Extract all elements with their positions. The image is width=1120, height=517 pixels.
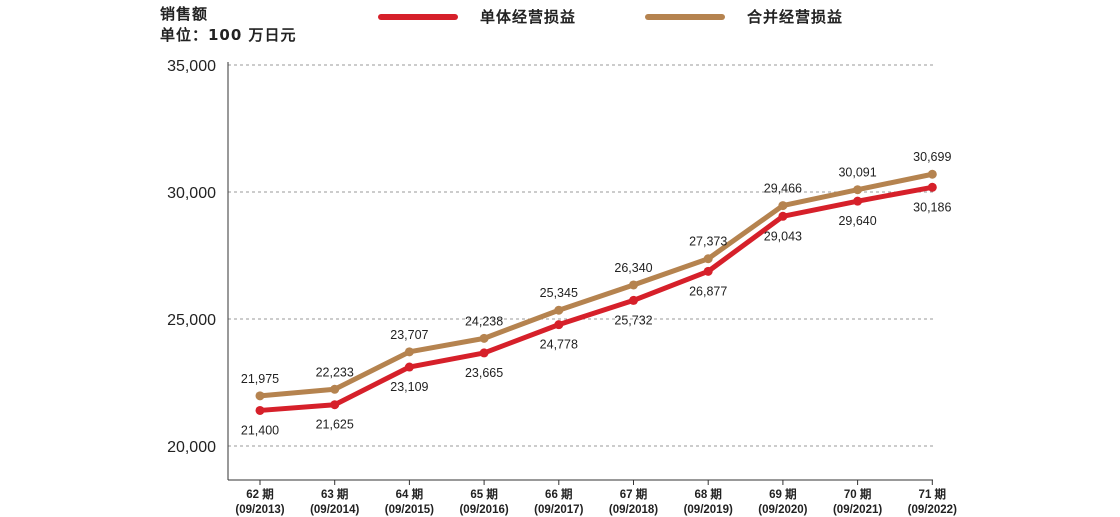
data-label-consolidated: 26,340 [614, 261, 652, 275]
data-label-standalone: 23,109 [390, 380, 428, 394]
data-label-standalone: 29,043 [764, 229, 802, 243]
data-point-standalone [404, 362, 414, 372]
series-line-standalone [257, 184, 935, 413]
data-point-consolidated [330, 384, 340, 394]
data-point-consolidated [853, 185, 863, 195]
data-label-consolidated: 22,233 [316, 365, 354, 379]
y-axis-unit: 单位：100 万日元 [160, 26, 297, 44]
data-point-consolidated [554, 305, 564, 315]
x-tick-label-period: 70 期 [844, 487, 872, 501]
x-tick-label-date: (09/2020) [758, 504, 807, 516]
x-tick-label-period: 65 期 [470, 487, 498, 501]
x-tick-label-period: 62 期 [246, 487, 274, 501]
data-point-standalone [330, 400, 340, 410]
data-point-standalone [927, 182, 937, 192]
data-label-consolidated: 21,975 [241, 372, 279, 386]
data-label-standalone: 29,640 [838, 214, 876, 228]
data-label-standalone: 21,400 [241, 423, 279, 437]
x-tick-label-date: (09/2014) [310, 504, 359, 516]
data-point-standalone [629, 295, 638, 305]
series-line-consolidated [257, 171, 935, 399]
data-point-consolidated [479, 333, 489, 343]
data-label-consolidated: 30,091 [838, 166, 876, 180]
y-tick-label: 35,000 [167, 58, 216, 75]
data-point-consolidated [703, 254, 713, 264]
y-tick-label: 25,000 [167, 312, 216, 329]
data-label-consolidated: 23,707 [390, 328, 428, 342]
data-point-consolidated [255, 391, 265, 401]
y-tick-label: 30,000 [167, 185, 216, 202]
data-point-standalone [778, 211, 788, 221]
legend-swatch-standalone [378, 13, 458, 20]
y-axis-title: 销售额 [160, 5, 209, 23]
data-label-standalone: 25,732 [614, 313, 652, 327]
y-tick-label: 20,000 [167, 439, 216, 456]
x-tick-label-period: 66 期 [545, 487, 573, 501]
data-label-consolidated: 25,345 [540, 286, 578, 300]
data-label-standalone: 23,665 [465, 366, 503, 380]
x-tick-label-period: 68 期 [694, 487, 722, 501]
x-tick-label-date: (09/2021) [833, 504, 882, 516]
data-label-consolidated: 27,373 [689, 235, 727, 249]
legend-swatch-consolidated [645, 13, 725, 20]
x-tick-label-period: 67 期 [620, 487, 648, 501]
x-tick-label-date: (09/2018) [609, 504, 658, 516]
x-tick-label-period: 64 期 [396, 487, 424, 501]
x-tick-label-period: 69 期 [769, 487, 797, 501]
x-tick-label-period: 71 期 [919, 487, 947, 501]
data-point-consolidated [629, 280, 638, 290]
x-tick-label-date: (09/2019) [684, 504, 733, 516]
x-tick-label-date: (09/2016) [459, 504, 508, 516]
x-tick-label-date: (09/2015) [385, 504, 434, 516]
data-label-standalone: 26,877 [689, 284, 727, 298]
x-tick-label-period: 63 期 [321, 487, 349, 501]
data-label-standalone: 24,778 [540, 338, 578, 352]
legend-item-standalone: 单体经营损益 [378, 6, 576, 27]
data-point-consolidated [778, 201, 788, 211]
data-label-consolidated: 29,466 [764, 182, 802, 196]
legend-item-consolidated: 合并经营损益 [645, 6, 843, 27]
x-tick-label-date: (09/2022) [908, 504, 957, 516]
data-point-standalone [479, 348, 489, 358]
legend-label-consolidated: 合并经营损益 [747, 8, 844, 26]
data-point-standalone [554, 320, 564, 330]
data-label-standalone: 21,625 [316, 418, 354, 432]
data-point-consolidated [927, 169, 937, 179]
legend-label-standalone: 单体经营损益 [480, 8, 577, 26]
data-label-consolidated: 24,238 [465, 314, 503, 328]
data-label-consolidated: 30,699 [913, 150, 951, 164]
data-point-consolidated [404, 347, 414, 357]
x-tick-label-date: (09/2013) [235, 504, 284, 516]
data-point-standalone [255, 405, 265, 415]
data-label-standalone: 30,186 [913, 200, 951, 214]
data-point-standalone [703, 266, 713, 276]
data-point-standalone [853, 196, 863, 206]
x-tick-label-date: (09/2017) [534, 504, 583, 516]
